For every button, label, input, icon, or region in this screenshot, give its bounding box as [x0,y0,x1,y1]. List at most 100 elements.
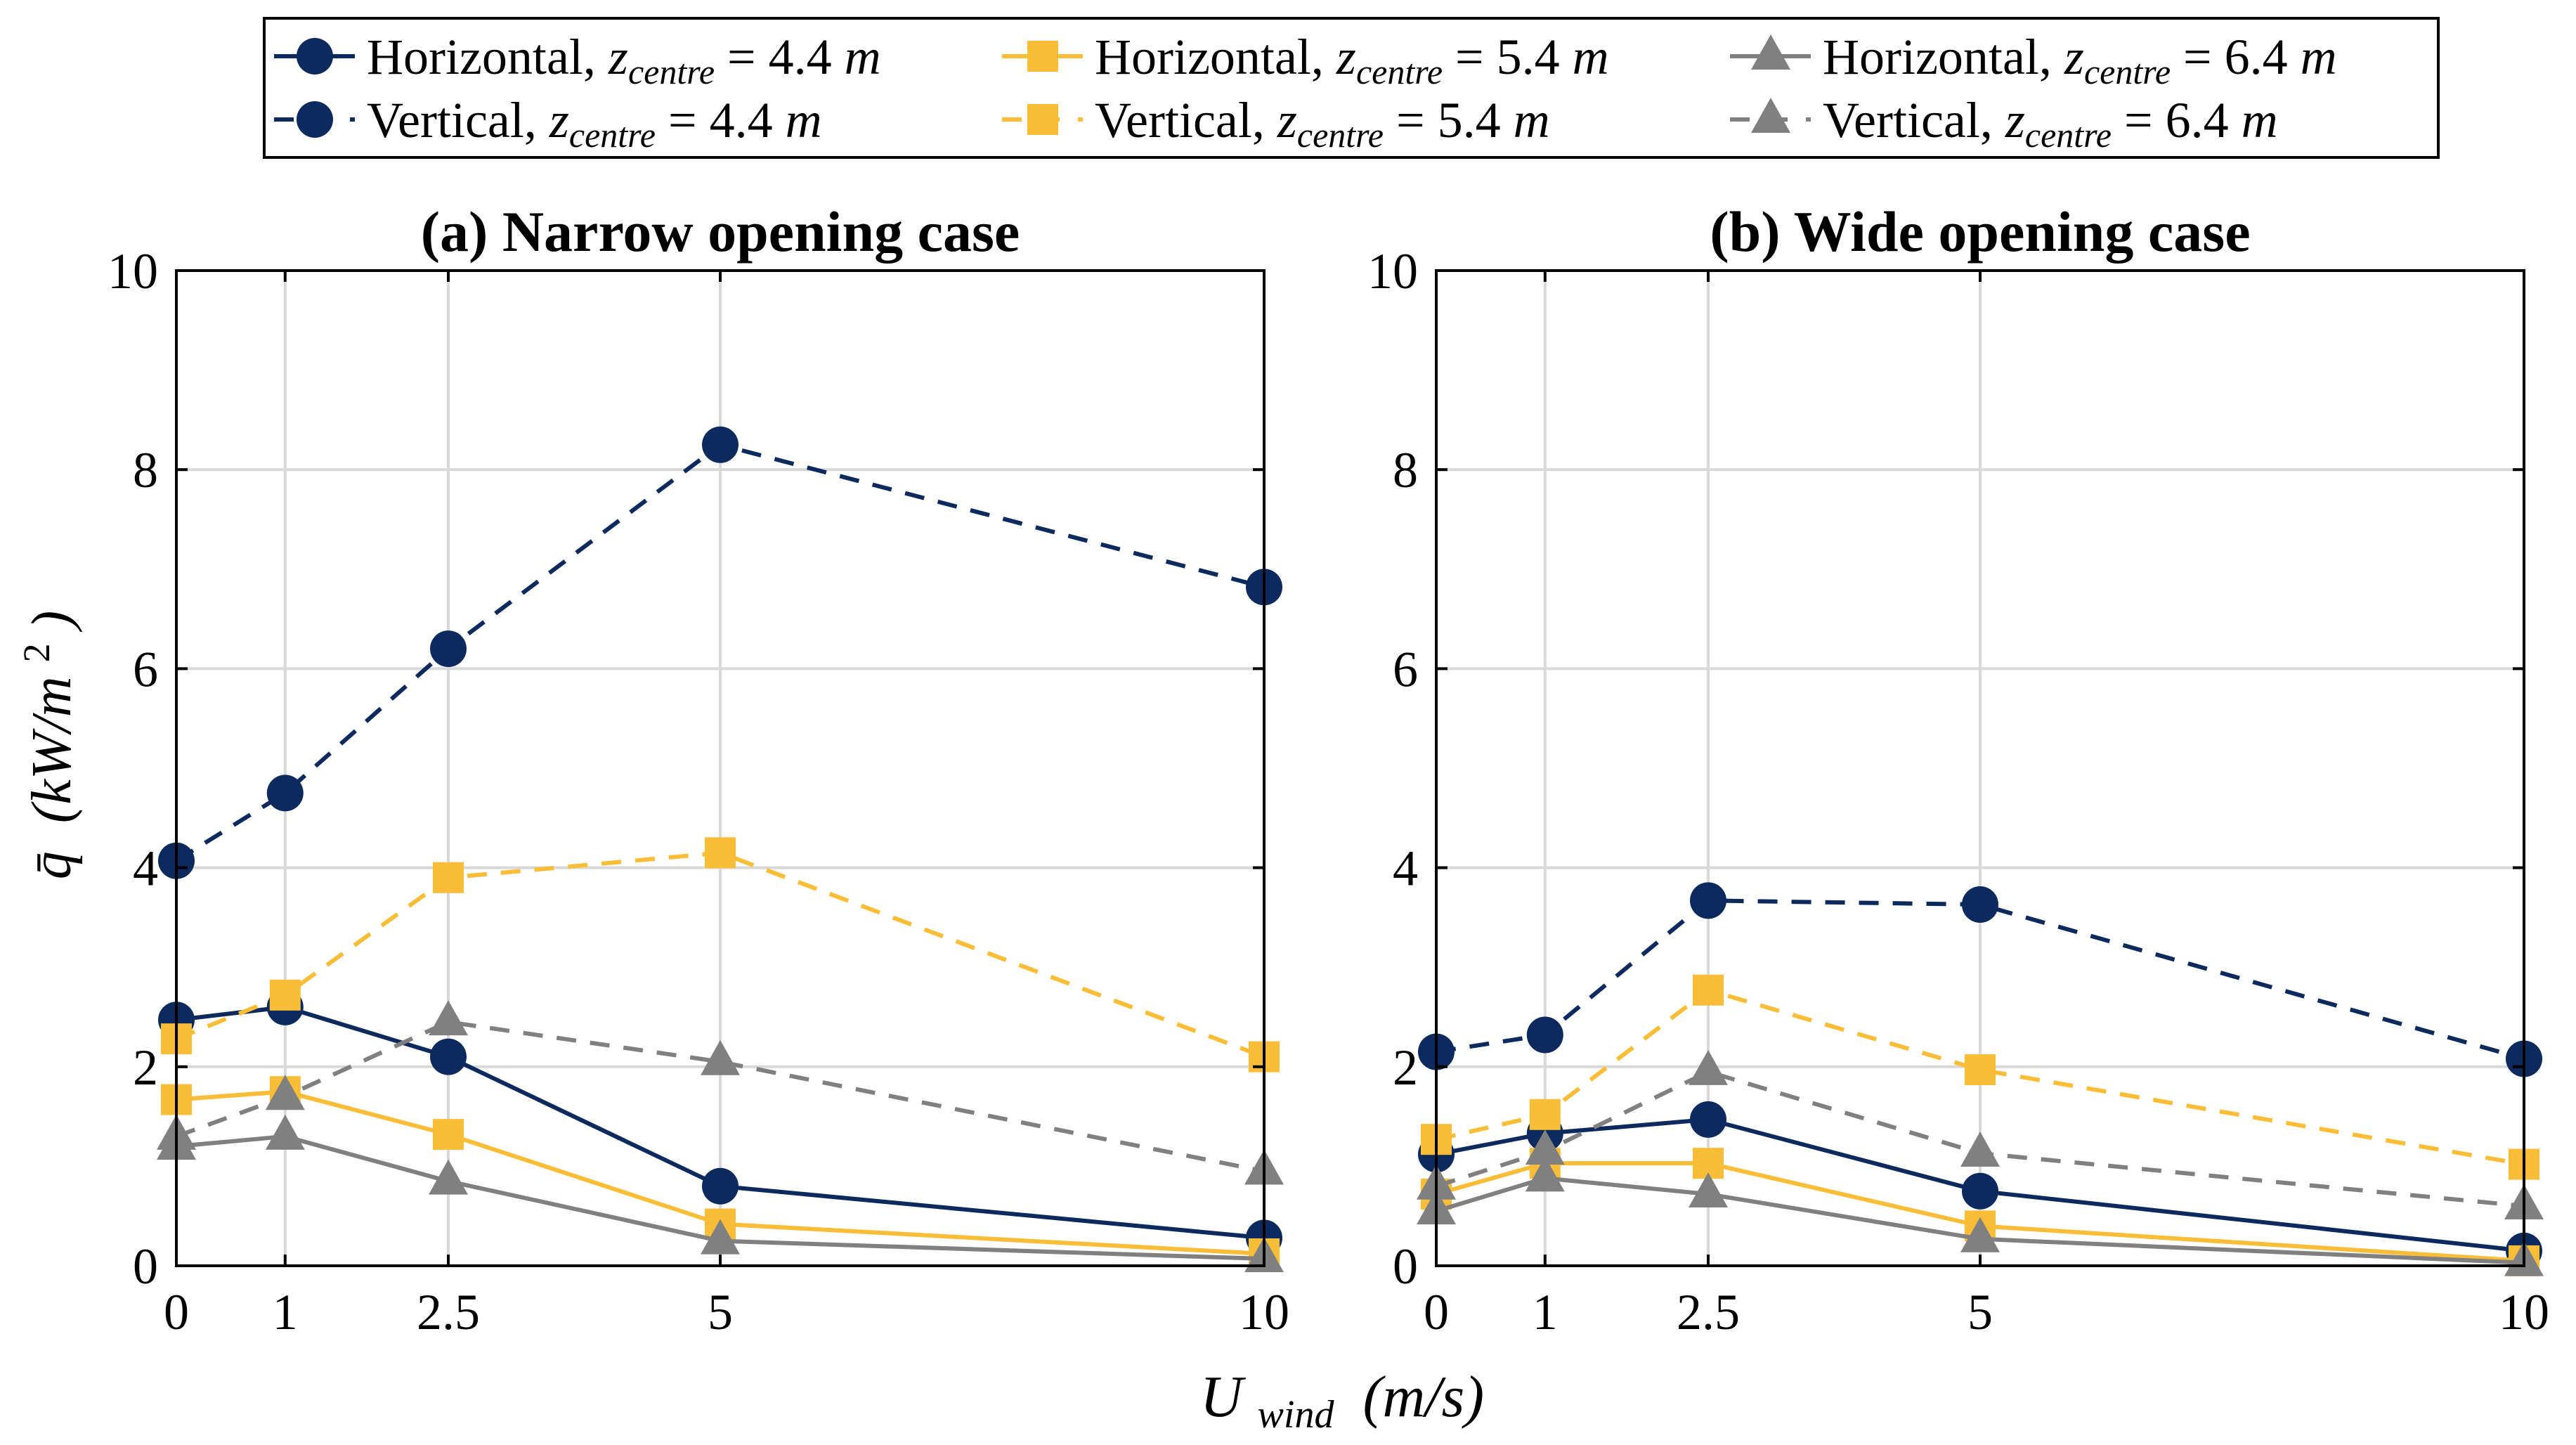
legend-equals: = [1455,29,1484,85]
legend-z-symbol: z [1277,92,1297,148]
data-point [265,1075,305,1110]
legend-unit: m [1514,92,1550,148]
data-point [1960,1217,2000,1252]
data-point [430,630,467,668]
data-point [705,837,736,869]
data-point [1690,882,1726,919]
legend-z-value: 4.4 [710,92,773,148]
legend-z-symbol: z [608,29,628,85]
x-tick-label: 2.5 [417,1284,480,1340]
legend-entry: Vertical, zcentre = 6.4 m [1730,92,2278,155]
grid-lines [175,269,1266,1267]
y-tick-label: 0 [133,1238,158,1295]
legend-label: Vertical, zcentre = 4.4 m [367,92,822,155]
legend-marker [1751,34,1790,70]
series-line [1436,1069,2525,1209]
series-group [1417,882,2544,1276]
legend-marker [1027,104,1058,135]
x-axis-symbol: U [1200,1364,1247,1430]
y-tick-label: 6 [1393,641,1418,697]
data-point [1529,1099,1561,1130]
y-axis-unit-sup: 2 [15,643,58,662]
legend-entry: Horizontal, zcentre = 4.4 m [274,29,881,91]
legend-z-subscript: centre [1356,52,1443,91]
y-tick-label: 2 [1393,1039,1418,1096]
legend-orientation: Vertical, [1095,92,1265,148]
data-point [1525,1156,1565,1192]
legend-z-symbol: z [2005,92,2025,148]
legend-z-subscript: centre [628,52,715,91]
grid-lines [1435,269,2525,1267]
data-point [1690,1101,1726,1138]
y-tick-label: 4 [133,841,158,897]
legend-z-subscript: centre [569,115,656,155]
legend-z-subscript: centre [2084,52,2171,91]
legend-entry: Horizontal, zcentre = 6.4 m [1730,29,2337,91]
legend-z-symbol: z [2064,29,2084,85]
legend-z-value: 6.4 [2225,29,2288,85]
legend-orientation: Horizontal, [367,29,596,85]
tick-labels: 0 1 2.5 5 10 0 2 4 6 8 10 [1367,243,2549,1340]
legend-orientation: Vertical, [367,92,537,148]
data-point [429,1000,468,1036]
legend: Horizontal, zcentre = 4.4 m Horizontal, zcentr… [263,17,2440,159]
tick-labels: 0 1 2.5 5 10 0 2 4 6 8 10 [108,243,1289,1340]
data-point [433,1119,464,1151]
data-point [1525,1129,1565,1165]
data-point [433,862,464,893]
data-point [1689,1049,1728,1085]
legend-z-symbol: z [549,92,569,148]
legend-equals: = [727,29,756,85]
legend-z-subscript: centre [2025,115,2112,155]
panel-title: (a) Narrow opening case [421,200,1020,264]
data-point [701,1039,740,1075]
data-point [265,1114,305,1150]
tick-marks [1435,269,2525,1267]
legend-z-value: 5.4 [1438,92,1501,148]
x-tick-label: 2.5 [1677,1284,1740,1340]
data-point [1526,1016,1563,1054]
data-point [701,1219,740,1255]
data-point [1962,1172,1998,1210]
data-point [429,1159,468,1195]
x-tick-label: 5 [1967,1284,1993,1340]
y-tick-label: 10 [108,243,158,299]
legend-equals: = [1396,92,1425,148]
x-axis-label: U wind (m/s) [1200,1364,1484,1441]
legend-label: Horizontal, zcentre = 4.4 m [367,29,881,91]
data-point [1962,886,1998,923]
legend-entry: Vertical, zcentre = 5.4 m [1002,92,1550,155]
series-line [175,1020,1265,1174]
panel-narrow-opening: 0 1 2.5 5 10 0 2 4 6 8 10 (a) Narrow opening case [108,200,1289,1340]
legend-marker [297,101,333,138]
panel-title: (b) Wide opening case [1710,200,2250,264]
x-tick-label: 1 [273,1284,298,1340]
data-point [269,979,301,1011]
y-tick-label: 2 [133,1039,158,1096]
legend-label: Vertical, zcentre = 5.4 m [1095,92,1550,155]
legend-entry: Vertical, zcentre = 4.4 m [274,92,822,155]
legend-marker [1027,41,1058,72]
series-horizontal-gray [157,1114,1284,1273]
legend-equals: = [2183,29,2212,85]
x-tick-label: 10 [2499,1284,2549,1340]
legend-equals: = [2124,92,2153,148]
legend-unit: m [2242,92,2278,148]
legend-box [263,17,2440,159]
legend-equals: = [668,92,697,148]
x-axis-subscript: wind [1258,1393,1335,1437]
data-point [266,775,304,812]
legend-entries: Horizontal, zcentre = 4.4 m Horizontal, zcentr… [274,29,2337,155]
panel-wide-opening: 0 1 2.5 5 10 0 2 4 6 8 10 (b) Wide opening case [1367,200,2549,1340]
legend-z-value: 5.4 [1497,29,1560,85]
legend-orientation: Horizontal, [1095,29,1324,85]
x-tick-label: 10 [1239,1284,1289,1340]
data-point [702,1167,739,1205]
y-tick-label: 10 [1367,243,1418,299]
x-tick-label: 0 [1424,1284,1449,1340]
legend-marker [1751,98,1790,133]
x-tick-label: 5 [708,1284,733,1340]
legend-entry: Horizontal, zcentre = 5.4 m [1002,29,1609,91]
data-point [1965,1054,1996,1086]
